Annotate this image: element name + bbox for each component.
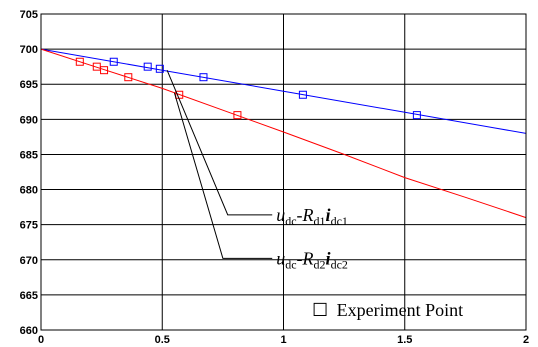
experiment-point-marker bbox=[298, 90, 307, 99]
experiment-point-marker bbox=[124, 73, 133, 82]
y-tick-label: 700 bbox=[20, 44, 38, 56]
experiment-point-marker bbox=[109, 57, 118, 66]
experiment-point-marker bbox=[233, 111, 242, 120]
y-tick-label: 675 bbox=[20, 220, 38, 232]
experiment-point-marker bbox=[143, 62, 152, 71]
x-tick-label: 2 bbox=[523, 334, 529, 346]
y-tick-label: 665 bbox=[20, 290, 38, 302]
legend: ☐ Experiment Point bbox=[312, 300, 463, 320]
plot-frame bbox=[40, 13, 527, 331]
tick-labels: 0 0.5 1 1.5 2 660 665 670 675 680 685 690 695 700 705 bbox=[20, 9, 529, 346]
series-line-2 bbox=[40, 48, 527, 219]
y-tick-label: 690 bbox=[20, 114, 38, 126]
y-tick-label: 685 bbox=[20, 149, 38, 161]
annotation-label-ann1: udc-Rd1idc1 bbox=[276, 205, 348, 228]
legend-text: ☐ Experiment Point bbox=[312, 300, 463, 320]
series-line-1 bbox=[40, 48, 527, 134]
series-layer bbox=[40, 48, 527, 219]
legend-symbol: ☐ bbox=[312, 300, 328, 320]
annotation-leader-ann2 bbox=[173, 92, 273, 259]
x-tick-label: 0 bbox=[38, 334, 44, 346]
x-tick-label: 0.5 bbox=[155, 334, 170, 346]
experiment-point-marker bbox=[412, 111, 421, 120]
annotations: udc-Rd1idc1 udc-Rd2idc2 bbox=[166, 69, 348, 271]
y-tick-label: 660 bbox=[20, 325, 38, 337]
annotation-label-ann2: udc-Rd2idc2 bbox=[276, 248, 348, 271]
experiment-point-marker bbox=[100, 66, 109, 75]
y-tick-label: 705 bbox=[20, 9, 38, 21]
y-tick-label: 695 bbox=[20, 79, 38, 91]
y-tick-label: 680 bbox=[20, 185, 38, 197]
experiment-point-marker bbox=[155, 64, 164, 73]
x-tick-label: 1.5 bbox=[397, 334, 412, 346]
annotation-leader-ann1 bbox=[166, 69, 273, 216]
experiment-point-marker bbox=[199, 73, 208, 82]
grid-lines bbox=[41, 14, 526, 330]
legend-label: Experiment Point bbox=[337, 300, 463, 320]
y-tick-label: 670 bbox=[20, 255, 38, 267]
experiment-point-marker bbox=[75, 57, 84, 66]
x-tick-label: 1 bbox=[280, 334, 286, 346]
